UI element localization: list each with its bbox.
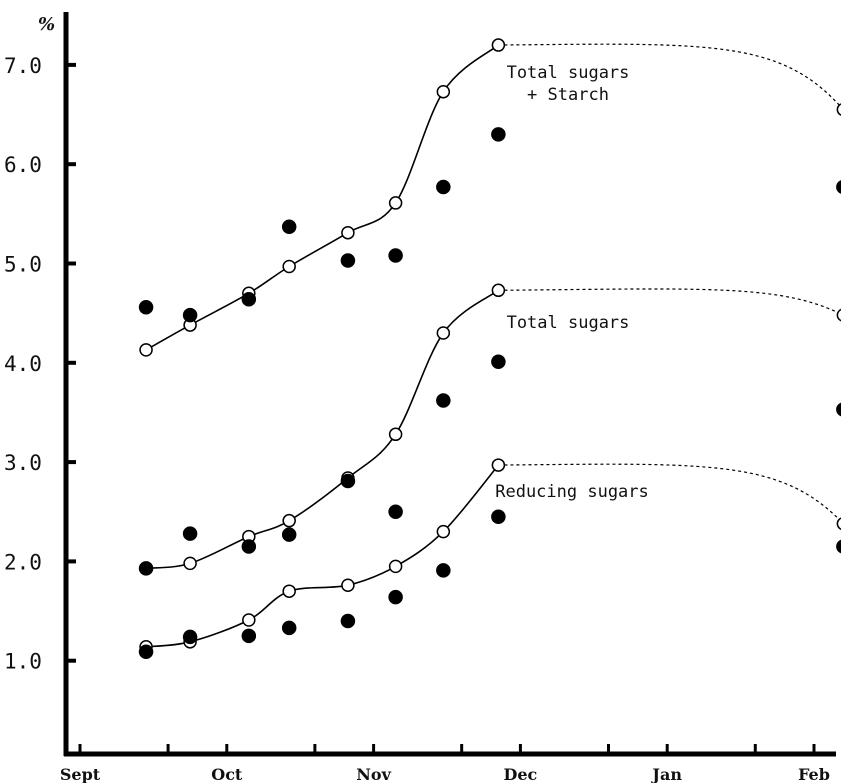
series-3-point-5 [388, 504, 403, 519]
series-5-point-3 [281, 620, 297, 636]
series-4-point-7 [491, 458, 506, 472]
series-3-point-3 [281, 527, 297, 542]
series-5-point-8 [836, 539, 841, 554]
y-tick-label-3: 4.0 [4, 352, 42, 376]
series-1-point-4 [340, 253, 356, 268]
series-1-point-1 [182, 307, 198, 323]
y-axis-unit-label: % [38, 14, 55, 35]
data-points [138, 38, 841, 660]
x-tick-label-4: Jan [650, 765, 682, 783]
y-tick-label-1: 2.0 [4, 550, 42, 574]
series-0-point-3 [282, 259, 296, 274]
y-tick-label-6: 7.0 [4, 54, 42, 78]
series-1-point-0 [138, 299, 154, 315]
series-4-point-6 [436, 524, 451, 539]
series-5-point-0 [138, 644, 154, 660]
series-2-point-3 [282, 513, 296, 528]
series-2-label-line-0: Total sugars [507, 313, 630, 333]
series-2-point-6 [436, 326, 451, 340]
x-tick-label-1: Oct [211, 765, 243, 783]
series-5-point-4 [340, 613, 356, 629]
series-3-point-4 [340, 473, 356, 489]
series-3-point-1 [182, 526, 198, 541]
y-tick-label-4: 5.0 [4, 253, 42, 277]
series-4-point-2 [242, 613, 256, 627]
y-tick-label-2: 3.0 [4, 451, 42, 475]
series-0-solid-curve [145, 44, 499, 351]
series-5-point-6 [436, 563, 451, 578]
series-3-point-2 [241, 539, 257, 554]
series-5-point-1 [182, 629, 198, 645]
series-4-dotted-curve [498, 463, 841, 523]
axes: 1.0 2.0 3.0 4.0 5.0 6.0 7.0 Sept Oct Nov Dec Jan Feb [4, 12, 836, 783]
series-2-point-5 [388, 427, 403, 442]
series-1-point-7 [491, 127, 506, 142]
series-3-point-7 [491, 354, 506, 370]
series-5-point-7 [491, 509, 506, 524]
series-4-solid-curve [146, 464, 500, 648]
x-tick-label-5: Feb [798, 765, 830, 783]
series-3-point-8 [836, 402, 841, 417]
series-0-point-0 [139, 343, 153, 357]
series-0-point-4 [341, 225, 355, 240]
series-2-solid-curve [146, 289, 499, 570]
series-4-point-5 [388, 559, 403, 574]
series-2-dotted-curve [498, 288, 841, 315]
series-1-point-3 [281, 219, 297, 235]
series-0-point-6 [436, 84, 451, 99]
series-1-point-6 [436, 179, 451, 195]
x-tick-label-2: Nov [356, 765, 391, 783]
series-1-point-8 [836, 180, 841, 194]
series-0-point-8 [836, 103, 841, 116]
y-tick-label-0: 1.0 [4, 650, 42, 674]
series-2-point-7 [491, 283, 506, 298]
series-4-label-line-0: Reducing sugars [495, 482, 649, 502]
series-0-point-7 [491, 38, 506, 52]
series-3-point-6 [436, 393, 451, 408]
series-4-point-3 [282, 584, 296, 598]
series-0-label-line-1: + Starch [527, 85, 609, 105]
series-0-point-5 [388, 196, 403, 210]
series-0-dotted-curve [498, 43, 841, 108]
series-1-point-2 [241, 291, 257, 307]
series-0-label-line-0: Total sugars [507, 63, 630, 83]
series-5-point-5 [388, 589, 403, 605]
x-tick-label-3: Dec [504, 765, 538, 783]
series-4-point-4 [341, 578, 355, 592]
y-tick-label-5: 6.0 [4, 153, 42, 177]
series-4-point-8 [836, 517, 841, 530]
series-2-point-8 [836, 308, 841, 322]
series-2-point-1 [183, 556, 197, 571]
series-5-point-2 [241, 628, 257, 644]
series-1-point-5 [388, 248, 403, 263]
x-tick-label-0: Sept [60, 765, 101, 783]
series-3-point-0 [138, 561, 154, 576]
